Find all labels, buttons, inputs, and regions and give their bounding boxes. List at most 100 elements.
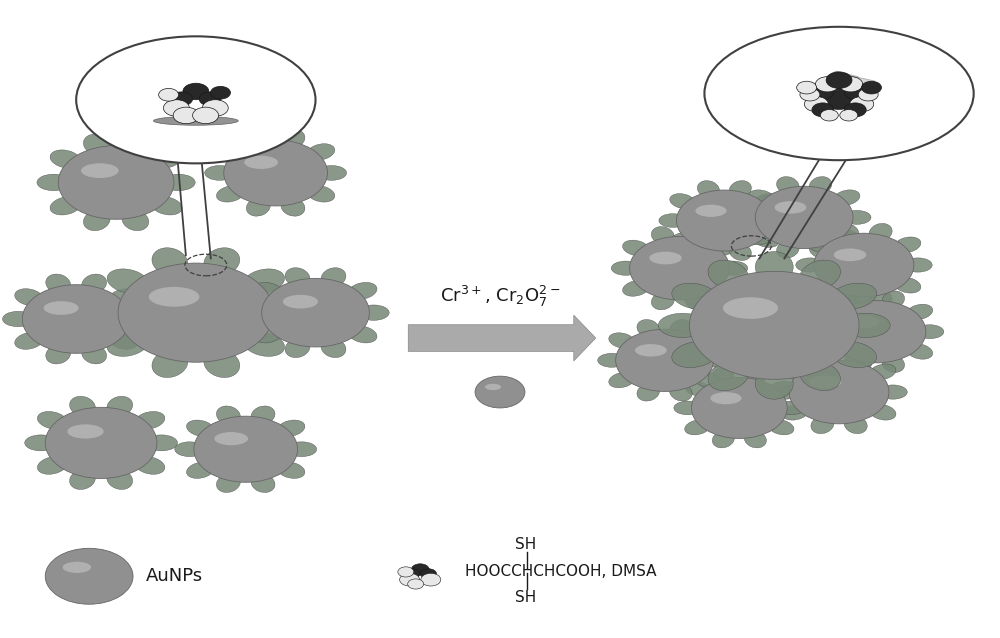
Ellipse shape xyxy=(175,442,205,457)
Ellipse shape xyxy=(809,241,832,258)
Ellipse shape xyxy=(609,333,635,348)
Ellipse shape xyxy=(737,211,765,225)
Ellipse shape xyxy=(777,401,805,415)
Ellipse shape xyxy=(44,301,79,315)
Ellipse shape xyxy=(839,77,863,92)
Ellipse shape xyxy=(858,88,878,101)
Ellipse shape xyxy=(307,186,335,202)
Ellipse shape xyxy=(782,404,809,420)
Ellipse shape xyxy=(800,361,840,390)
Ellipse shape xyxy=(651,226,674,244)
Ellipse shape xyxy=(421,574,441,586)
Ellipse shape xyxy=(844,103,866,117)
Ellipse shape xyxy=(694,333,720,348)
Ellipse shape xyxy=(809,177,832,194)
Ellipse shape xyxy=(243,269,285,293)
Ellipse shape xyxy=(821,344,847,359)
Ellipse shape xyxy=(45,548,133,604)
Ellipse shape xyxy=(254,326,283,343)
Ellipse shape xyxy=(762,214,790,227)
Ellipse shape xyxy=(398,567,414,577)
Ellipse shape xyxy=(159,89,179,101)
Ellipse shape xyxy=(187,462,214,478)
Ellipse shape xyxy=(173,107,199,124)
Polygon shape xyxy=(803,71,859,96)
Ellipse shape xyxy=(135,457,165,474)
Ellipse shape xyxy=(843,211,871,225)
Ellipse shape xyxy=(710,281,736,296)
Ellipse shape xyxy=(149,287,199,307)
Ellipse shape xyxy=(710,240,736,256)
Ellipse shape xyxy=(850,96,874,112)
Ellipse shape xyxy=(796,258,824,272)
Ellipse shape xyxy=(674,401,701,415)
Ellipse shape xyxy=(777,241,799,258)
Ellipse shape xyxy=(814,234,914,297)
Ellipse shape xyxy=(283,295,318,309)
Ellipse shape xyxy=(609,373,635,388)
Ellipse shape xyxy=(712,368,734,385)
Ellipse shape xyxy=(307,144,335,160)
Ellipse shape xyxy=(400,574,420,586)
Ellipse shape xyxy=(153,116,238,125)
Ellipse shape xyxy=(768,381,794,396)
Ellipse shape xyxy=(204,350,240,378)
Ellipse shape xyxy=(755,368,793,399)
Ellipse shape xyxy=(777,177,799,194)
Ellipse shape xyxy=(834,248,866,261)
Ellipse shape xyxy=(694,373,720,388)
Ellipse shape xyxy=(287,442,317,457)
Ellipse shape xyxy=(50,150,81,168)
Ellipse shape xyxy=(812,103,834,117)
Ellipse shape xyxy=(670,383,692,401)
Text: SH: SH xyxy=(515,537,536,552)
Ellipse shape xyxy=(162,174,195,191)
Text: HOOCCHCHCOOH, DMSA: HOOCCHCHCOOH, DMSA xyxy=(465,564,657,579)
Ellipse shape xyxy=(729,181,751,198)
Ellipse shape xyxy=(119,311,150,327)
Ellipse shape xyxy=(145,435,178,451)
Ellipse shape xyxy=(89,302,134,323)
Ellipse shape xyxy=(46,274,71,293)
Ellipse shape xyxy=(685,381,710,396)
Ellipse shape xyxy=(849,355,872,373)
Ellipse shape xyxy=(50,197,81,215)
Ellipse shape xyxy=(819,84,859,109)
Ellipse shape xyxy=(882,355,905,373)
Ellipse shape xyxy=(194,416,298,482)
Ellipse shape xyxy=(723,297,778,319)
Ellipse shape xyxy=(122,134,149,155)
Ellipse shape xyxy=(37,412,67,429)
Ellipse shape xyxy=(485,384,501,390)
Ellipse shape xyxy=(82,345,107,364)
Ellipse shape xyxy=(810,325,838,339)
Ellipse shape xyxy=(45,407,157,478)
Ellipse shape xyxy=(685,226,708,244)
Ellipse shape xyxy=(623,281,649,296)
Ellipse shape xyxy=(830,341,877,367)
Ellipse shape xyxy=(809,376,841,389)
Ellipse shape xyxy=(107,332,149,357)
Ellipse shape xyxy=(719,261,748,275)
Ellipse shape xyxy=(844,350,867,368)
Ellipse shape xyxy=(15,332,44,349)
Ellipse shape xyxy=(815,77,839,92)
Ellipse shape xyxy=(691,378,787,438)
Ellipse shape xyxy=(903,258,932,272)
Ellipse shape xyxy=(729,243,751,260)
Ellipse shape xyxy=(404,568,420,579)
Ellipse shape xyxy=(411,564,429,575)
Ellipse shape xyxy=(771,385,800,399)
Ellipse shape xyxy=(744,368,766,385)
FancyArrow shape xyxy=(408,315,596,361)
Ellipse shape xyxy=(151,197,182,215)
Ellipse shape xyxy=(894,237,921,253)
Ellipse shape xyxy=(216,186,244,202)
Ellipse shape xyxy=(183,83,209,100)
Ellipse shape xyxy=(637,383,660,401)
Ellipse shape xyxy=(81,163,119,178)
Ellipse shape xyxy=(242,305,273,320)
Ellipse shape xyxy=(107,269,149,293)
Ellipse shape xyxy=(475,376,525,408)
Ellipse shape xyxy=(152,350,188,378)
